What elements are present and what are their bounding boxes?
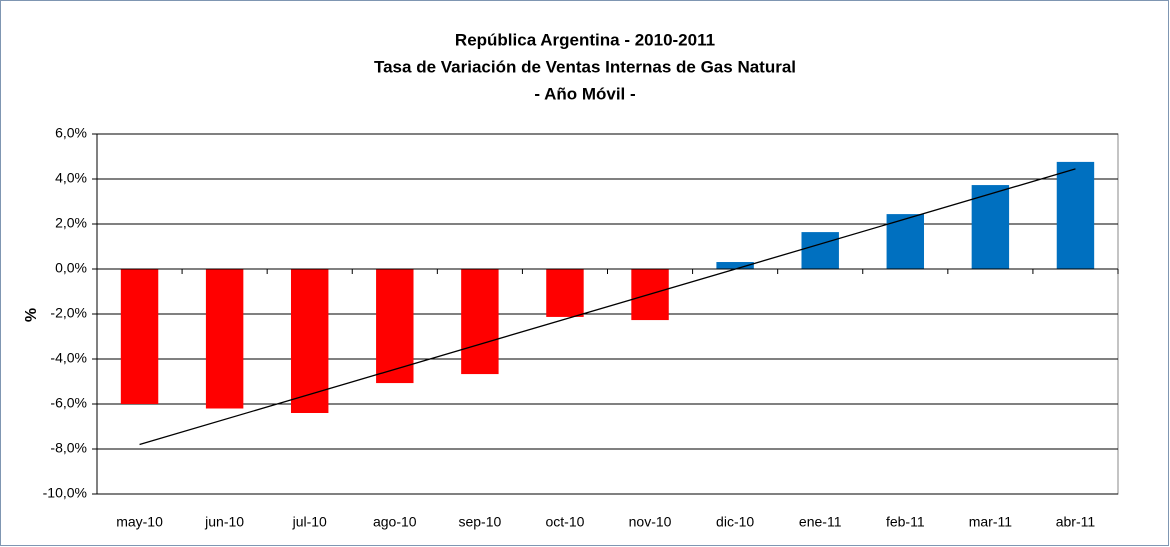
y-tick-label: -6,0% <box>50 395 87 411</box>
x-tick-label: feb-11 <box>886 514 925 530</box>
chart-title: - Año Móvil - <box>534 84 635 103</box>
bar <box>716 262 754 269</box>
chart-title: República Argentina - 2010-2011 <box>455 30 715 49</box>
x-tick-label: sep-10 <box>458 514 501 530</box>
y-tick-label: 6,0% <box>55 125 87 141</box>
y-tick-label: 2,0% <box>55 215 87 231</box>
bar <box>546 269 584 317</box>
y-tick-label: -4,0% <box>50 350 87 366</box>
x-tick-label: oct-10 <box>545 514 584 530</box>
x-tick-label: dic-10 <box>716 514 754 530</box>
bar <box>461 269 499 375</box>
y-axis-label: % <box>23 308 40 322</box>
bar <box>376 269 414 384</box>
chart-title: Tasa de Variación de Ventas Internas de … <box>374 57 796 76</box>
bar <box>205 269 244 409</box>
x-tick-label: mar-11 <box>969 514 1013 530</box>
bar <box>290 269 329 413</box>
bar <box>1056 161 1095 269</box>
y-tick-label: 4,0% <box>55 170 87 186</box>
x-tick-label: ene-11 <box>799 514 842 530</box>
trendline <box>139 168 1076 446</box>
y-tick-label: -8,0% <box>50 440 87 456</box>
y-tick-label: 0,0% <box>55 260 87 276</box>
y-tick-label: -2,0% <box>50 305 87 321</box>
x-tick-label: ago-10 <box>373 514 417 530</box>
bar <box>971 185 1010 269</box>
y-tick-label: -10,0% <box>43 485 87 501</box>
x-tick-label: may-10 <box>116 514 163 530</box>
x-tick-label: jul-10 <box>292 514 327 530</box>
bar <box>120 269 159 404</box>
bar <box>801 232 839 269</box>
x-tick-label: nov-10 <box>629 514 672 530</box>
x-tick-label: abr-11 <box>1056 514 1096 530</box>
x-tick-label: jun-10 <box>204 514 244 530</box>
